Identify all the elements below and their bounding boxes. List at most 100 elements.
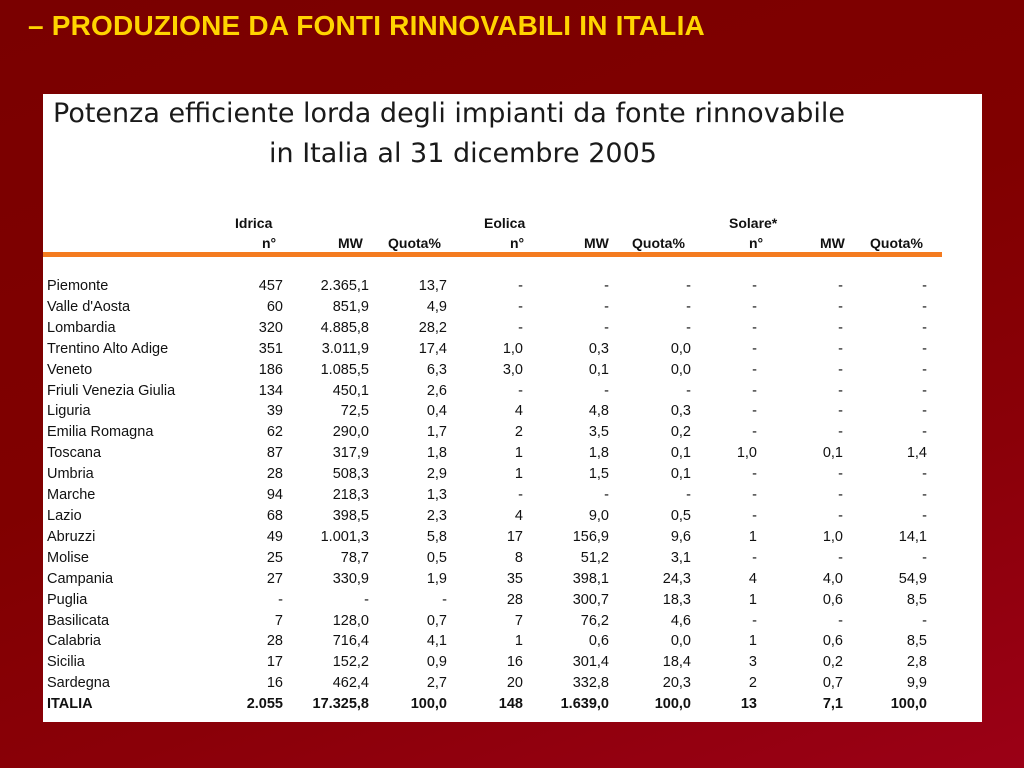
value-cell: 0,5 [426,549,447,566]
value-cell: 320 [258,319,283,336]
value-cell: - [838,278,843,294]
value-cell: 25 [266,549,283,566]
value-cell: 18,4 [662,654,691,671]
value-cell: - [922,487,927,504]
value-cell: - [752,298,757,315]
column-header-idrica-n: n° [262,235,277,251]
total-value-cell: 17.325,8 [312,696,369,713]
value-cell: 0,4 [426,403,447,420]
value-cell: - [838,340,843,357]
value-cell: - [838,298,843,315]
value-cell: - [686,278,691,294]
table-row: Molise 25 78,7 0,5 8 51,2 3,1 - - - [47,548,927,569]
column-header-idrica-quota: Quota% [388,235,441,251]
value-cell: 3,5 [588,424,609,441]
value-cell: - [922,549,927,566]
value-cell: - [922,507,927,524]
value-cell: 330,9 [332,570,369,587]
value-cell: 0,0 [670,340,691,357]
value-cell: 13,7 [418,278,447,294]
value-cell: 218,3 [332,487,369,504]
renewables-table: Piemonte 457 2.365,1 13,7- - - - - - Valle d'Aost… [47,276,927,715]
region-cell: Sardegna [47,675,110,692]
value-cell: 0,3 [670,403,691,420]
value-cell: - [838,487,843,504]
region-cell: Sicilia [47,654,85,671]
value-cell: 35 [506,570,523,587]
value-cell: - [686,487,691,504]
value-cell: 1,3 [426,487,447,504]
value-cell: - [838,382,843,399]
value-cell: - [518,298,523,315]
region-cell: Lazio [47,507,82,524]
value-cell: 18,3 [662,591,691,608]
table-image-panel: Potenza efficiente lorda degli impianti … [43,94,982,722]
value-cell: 9,6 [670,528,691,545]
table-total-row: ITALIA 2.055 17.325,8 100,0 148 1.639,0 100,0 1… [47,694,927,715]
table-row: Umbria 28 508,3 2,9 1 1,5 0,1 - - - [47,464,927,485]
value-cell: 28 [266,466,283,483]
value-cell: 1 [514,466,523,483]
region-cell: Lombardia [47,319,116,336]
table-row: Marche 94 218,3 1,3 - - - - - - [47,485,927,506]
value-cell: 398,1 [572,570,609,587]
total-value-cell: 13 [740,696,757,713]
value-cell: 1,0 [822,528,843,545]
table-row: Sicilia 17 152,2 0,9 16 301,4 18,4 3 0,2 2,8 [47,652,927,673]
value-cell: 1,4 [906,445,927,462]
value-cell: 1 [748,633,757,650]
value-cell: 2,9 [426,466,447,483]
value-cell: 508,3 [332,466,369,483]
table-row: Toscana 87 317,9 1,8 1 1,8 0,1 1,0 0,1 1,4 [47,443,927,464]
value-cell: 4 [514,507,523,524]
value-cell: 0,0 [670,633,691,650]
region-cell: Piemonte [47,278,109,294]
value-cell: - [922,278,927,294]
value-cell: - [752,361,757,378]
value-cell: 17 [506,528,523,545]
value-cell: 2,8 [906,654,927,671]
value-cell: - [686,298,691,315]
value-cell: 851,9 [332,298,369,315]
table-row: Sardegna 16 462,4 2,7 20 332,8 20,3 2 0,7 9,9 [47,673,927,694]
value-cell: 1,0 [502,340,523,357]
value-cell: 9,0 [588,507,609,524]
value-cell: - [752,612,757,629]
region-cell: Trentino Alto Adige [47,340,169,357]
region-cell: Abruzzi [47,528,96,545]
value-cell: - [922,382,927,399]
value-cell: 290,0 [332,424,369,441]
value-cell: - [518,382,523,399]
value-cell: 1,5 [588,466,609,483]
value-cell: 28 [506,591,523,608]
value-cell: - [922,612,927,629]
value-cell: 16 [266,675,283,692]
region-cell: Molise [47,549,89,566]
value-cell: 8,5 [906,591,927,608]
column-header-eolica-mw: MW [584,235,609,251]
value-cell: 1.085,5 [320,361,369,378]
value-cell: 94 [266,487,283,504]
value-cell: 0,1 [670,466,691,483]
value-cell: - [604,319,609,336]
value-cell: 1,9 [426,570,447,587]
value-cell: 301,4 [572,654,609,671]
value-cell: - [364,591,369,608]
value-cell: 4,8 [588,403,609,420]
value-cell: 24,3 [662,570,691,587]
value-cell: - [752,507,757,524]
value-cell: 78,7 [340,549,369,566]
value-cell: 3,0 [502,361,523,378]
value-cell: 49 [266,528,283,545]
value-cell: 60 [266,298,283,315]
region-cell: Marche [47,487,96,504]
value-cell: 1,7 [426,424,447,441]
value-cell: 0,1 [670,445,691,462]
value-cell: - [752,466,757,483]
value-cell: 2,7 [426,675,447,692]
table-row: Trentino Alto Adige 351 3.011,9 17,4 1,0 0,3 0… [47,339,927,360]
value-cell: - [838,466,843,483]
column-header-idrica-mw: MW [338,235,363,251]
value-cell: 14,1 [898,528,927,545]
value-cell: 351 [258,340,283,357]
